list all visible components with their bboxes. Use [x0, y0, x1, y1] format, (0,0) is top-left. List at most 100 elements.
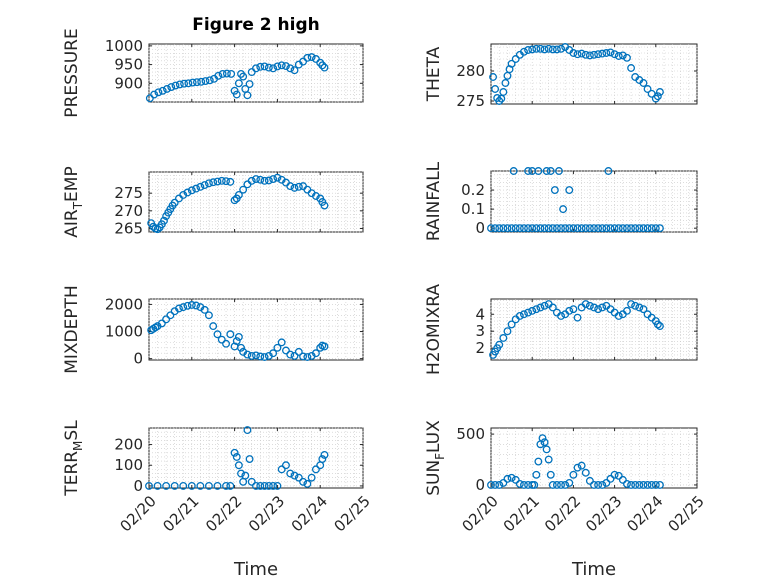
data-point [546, 470, 555, 479]
data-point [585, 476, 594, 485]
data-point [237, 469, 245, 478]
data-point [294, 347, 303, 356]
data-point [569, 305, 578, 314]
data-point [180, 79, 189, 88]
x-axis-label: Time [571, 559, 616, 580]
data-point [610, 470, 619, 479]
data-point [550, 186, 559, 195]
data-point [245, 455, 254, 463]
y-tick-label: 1000 [105, 323, 143, 341]
data-point [303, 53, 312, 62]
data-point [264, 176, 273, 185]
data-point [252, 175, 260, 184]
data-point [495, 480, 504, 489]
data-point [320, 450, 329, 459]
data-point [299, 352, 308, 361]
data-point [307, 473, 316, 482]
data-point [209, 178, 218, 187]
data-point [511, 475, 520, 484]
data-point [247, 176, 256, 185]
data-point [214, 71, 223, 80]
data-point [604, 167, 613, 175]
x-tick-label: 02/20 [459, 492, 502, 535]
data-point [273, 481, 282, 490]
subplot-h2omixra: 234 H2OMIXRA [424, 284, 698, 375]
data-point [524, 46, 533, 54]
data-point [598, 49, 607, 58]
data-point [316, 343, 325, 352]
data-point [273, 62, 282, 71]
data-point [269, 175, 278, 184]
figure-title: Figure 2 high [192, 15, 320, 35]
data-point [639, 305, 648, 314]
data-point [487, 224, 495, 233]
data-point [200, 181, 209, 190]
data-point [655, 224, 664, 233]
data-point [548, 303, 557, 312]
data-point [532, 224, 541, 233]
data-point [311, 192, 320, 200]
data-point [590, 480, 598, 489]
data-point [489, 73, 498, 81]
data-point [222, 481, 230, 490]
data-point [205, 76, 214, 85]
data-point [290, 183, 299, 192]
y-axis-label: AIRTEMP [62, 166, 85, 237]
data-point [581, 50, 590, 59]
data-point [192, 184, 201, 193]
x-tick-label: 02/23 [582, 492, 625, 535]
data-point [320, 342, 329, 351]
data-point [487, 480, 495, 489]
data-point [162, 481, 171, 490]
data-point [528, 45, 537, 54]
data-point [192, 301, 201, 310]
plot-area [490, 298, 698, 361]
data-point [154, 88, 163, 97]
data-point [230, 196, 239, 205]
data-point [544, 455, 553, 464]
data-point [520, 310, 528, 319]
data-point [158, 86, 167, 95]
data-point [569, 224, 578, 233]
data-point [635, 224, 644, 233]
data-point [166, 311, 175, 320]
data-point [196, 182, 205, 191]
data-point [606, 224, 615, 233]
data-point [237, 343, 245, 352]
y-tick-label: 2000 [105, 295, 143, 313]
data-point [234, 79, 243, 88]
data-point [160, 216, 168, 225]
x-tick-label: 02/21 [500, 492, 543, 535]
data-point [491, 224, 500, 233]
data-point [264, 63, 273, 72]
data-point [277, 465, 286, 474]
data-point [282, 461, 290, 470]
data-point [618, 51, 627, 60]
data-point [299, 477, 308, 486]
y-tick-label: 270 [114, 202, 143, 220]
data-point [245, 80, 254, 88]
y-axis-label: RAINFALL [424, 161, 444, 241]
data-point [499, 224, 508, 233]
data-point [552, 45, 561, 54]
data-point [573, 224, 582, 233]
data-point [241, 471, 250, 480]
data-point [532, 470, 541, 479]
data-point [256, 481, 265, 490]
data-point [610, 50, 619, 59]
data-point [222, 339, 230, 348]
data-point [540, 224, 549, 233]
x-tick-label: 02/24 [288, 492, 331, 535]
data-point [260, 176, 269, 185]
data-point [503, 474, 512, 483]
data-point [153, 481, 162, 490]
data-point [167, 83, 176, 91]
data-point [590, 224, 598, 233]
data-point [311, 349, 320, 358]
data-point [273, 173, 282, 182]
data-point [581, 300, 590, 309]
plot-area [148, 43, 364, 103]
data-point [598, 480, 607, 489]
data-point [196, 481, 205, 490]
